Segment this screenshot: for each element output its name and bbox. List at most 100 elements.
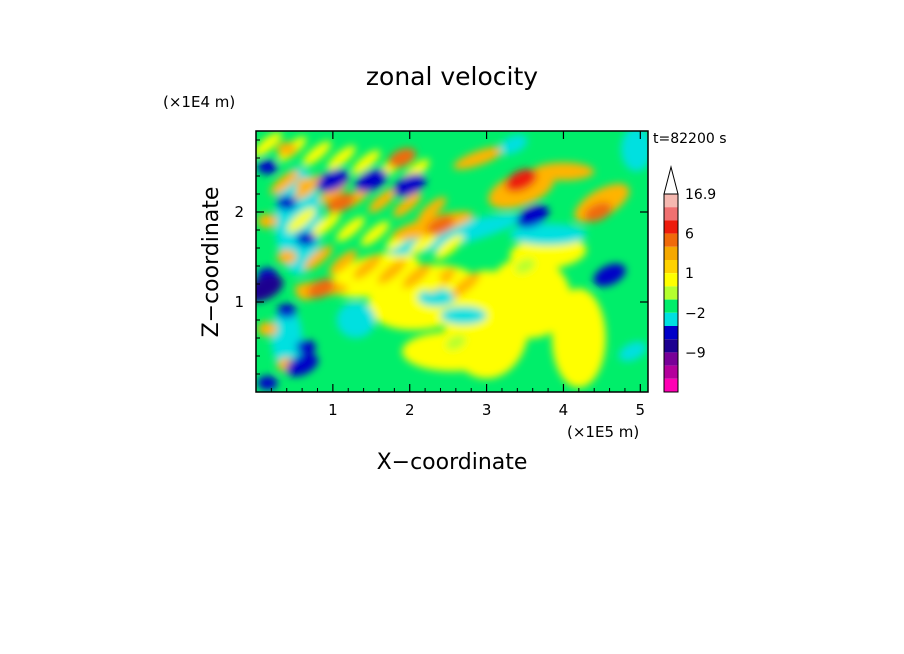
field-region xyxy=(303,245,333,271)
colorbar-swatch xyxy=(664,339,678,353)
field-region xyxy=(402,263,431,289)
field-feature xyxy=(316,169,349,192)
colorbar: 16.9 6 1 −2 −9 xyxy=(663,165,716,393)
colorbar-label: 6 xyxy=(685,227,694,243)
colorbar-swatch xyxy=(664,207,678,221)
field-region xyxy=(276,250,297,264)
field-region xyxy=(295,340,316,354)
colorbar-label: 16.9 xyxy=(685,187,716,203)
x-tick-label: 2 xyxy=(405,401,415,419)
colorbar-swatch xyxy=(664,194,678,208)
field-feature xyxy=(256,274,284,303)
field-feature xyxy=(568,312,589,328)
field-region xyxy=(276,142,297,156)
field-feature xyxy=(326,193,355,213)
colorbar-frame xyxy=(663,193,679,393)
field-feature xyxy=(505,169,538,192)
field-region xyxy=(302,141,332,166)
x-tick-label: 4 xyxy=(559,401,569,419)
field-region xyxy=(257,322,278,336)
colorbar-extend-arrow xyxy=(663,165,679,195)
x-axis-label: X−coordinate xyxy=(377,450,528,475)
field-feature xyxy=(516,205,549,228)
plot-frame xyxy=(255,130,649,393)
field-region xyxy=(276,196,297,210)
field-region xyxy=(621,131,648,172)
field-region xyxy=(360,221,390,247)
field-region xyxy=(453,146,505,170)
x-units-label: (×1E5 m) xyxy=(567,423,639,441)
field-region xyxy=(326,145,356,171)
colorbar-label: −9 xyxy=(685,345,706,361)
field-region xyxy=(451,272,481,298)
field-feature xyxy=(445,335,466,350)
field-feature xyxy=(355,169,388,192)
field-feature xyxy=(618,341,647,362)
colorbar-swatch xyxy=(664,273,678,287)
field-feature xyxy=(388,148,416,168)
field-feature xyxy=(593,263,626,287)
colorbar-swatch xyxy=(664,312,678,326)
field-region xyxy=(351,150,381,175)
x-tick-label: 1 xyxy=(328,401,338,419)
colorbar-swatch xyxy=(664,286,678,300)
field-region xyxy=(551,288,606,388)
field-feature xyxy=(503,303,524,319)
field-feature xyxy=(286,353,319,377)
field-region xyxy=(287,207,316,233)
colorbar-swatch xyxy=(664,378,678,392)
field-region xyxy=(440,306,487,325)
colorbar-swatch xyxy=(664,260,678,274)
colorbar-swatch xyxy=(664,326,678,340)
field-region xyxy=(417,288,456,307)
field-region xyxy=(295,178,316,192)
field-region xyxy=(353,254,382,280)
field-feature xyxy=(422,276,443,292)
field-region xyxy=(257,376,278,390)
field-region xyxy=(402,331,502,372)
colorbar-swatch xyxy=(664,299,678,313)
y-axis-ticks: 12 xyxy=(234,139,648,375)
field-region xyxy=(336,302,376,338)
field-feature xyxy=(499,134,528,155)
x-tick-label: 5 xyxy=(636,401,646,419)
field-region xyxy=(509,223,587,246)
colorbar-swatch xyxy=(664,352,678,366)
field-region xyxy=(276,304,297,318)
velocity-field xyxy=(256,131,648,390)
field-region xyxy=(434,234,464,260)
colorbar-label: −2 xyxy=(685,306,706,322)
field-region xyxy=(328,249,358,275)
field-feature xyxy=(393,173,426,197)
y-tick-label: 2 xyxy=(234,203,244,221)
field-feature xyxy=(307,278,336,299)
field-region xyxy=(393,192,422,218)
time-label: t=82200 s xyxy=(653,131,727,147)
colorbar-swatch xyxy=(664,220,678,234)
x-axis-ticks: 1 2 3 4 5 xyxy=(270,131,646,419)
field-region xyxy=(368,187,398,213)
field-region xyxy=(410,230,439,256)
colorbar-label: 1 xyxy=(685,266,694,282)
field-region xyxy=(377,258,407,284)
field-region xyxy=(270,169,299,195)
field-region xyxy=(295,232,316,246)
field-feature xyxy=(584,202,612,222)
plot-area xyxy=(256,131,648,392)
field-region xyxy=(532,162,595,181)
field-region xyxy=(257,214,278,228)
field-region xyxy=(271,306,303,370)
field-feature xyxy=(426,215,455,236)
y-axis-label: Z−coordinate xyxy=(199,187,224,338)
colorbar-swatch xyxy=(664,246,678,260)
field-feature xyxy=(515,258,535,274)
colorbar-swatch xyxy=(664,233,678,247)
field-region xyxy=(311,212,341,238)
x-tick-label: 3 xyxy=(482,401,492,419)
field-region xyxy=(256,132,282,157)
field-region xyxy=(257,160,278,174)
chart-title: zonal velocity xyxy=(366,62,538,91)
y-units-label: (×1E4 m) xyxy=(163,93,235,111)
field-region xyxy=(417,196,447,222)
